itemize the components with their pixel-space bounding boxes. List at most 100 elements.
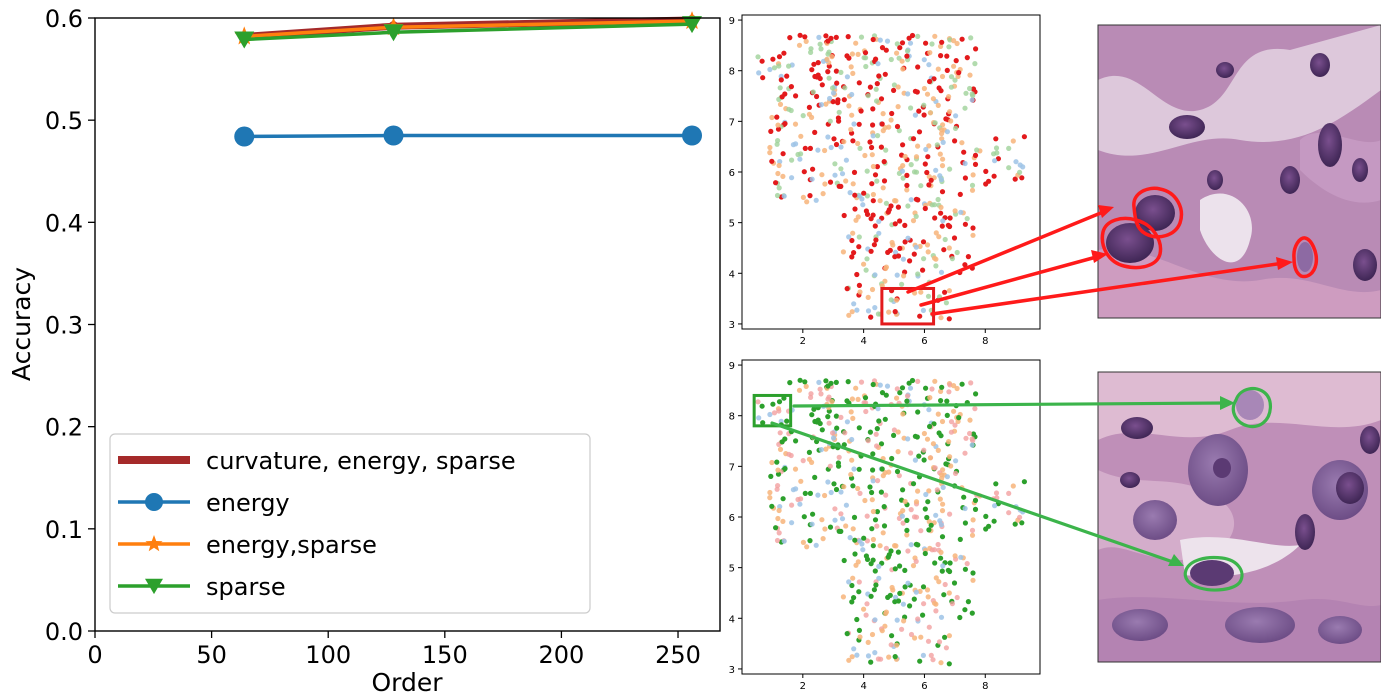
scatter-point: [836, 454, 842, 460]
scatter-point: [940, 218, 946, 224]
scatter-point: [938, 522, 945, 528]
scatter-point: [889, 110, 895, 117]
scatter-point: [1017, 162, 1023, 168]
scatter-point: [848, 126, 854, 133]
scatter-point: [838, 166, 844, 172]
scatter-point: [849, 51, 856, 57]
scatter-point: [864, 538, 871, 544]
scatter-point: [942, 236, 948, 243]
scatter-point: [894, 468, 901, 475]
scatter-point: [970, 438, 976, 444]
scatter-point: [874, 81, 880, 87]
scatter-point: [931, 421, 937, 427]
scatter-point: [926, 527, 932, 533]
red-cell-outline-2: [1100, 216, 1163, 270]
scatter-point: [840, 249, 847, 255]
scatter-point: [954, 40, 960, 47]
scatter-point: [826, 75, 832, 81]
scatter-point: [921, 102, 927, 108]
scatter-point: [910, 481, 917, 487]
scatter-point: [856, 244, 862, 250]
scatter-point: [865, 308, 872, 314]
scatter-point: [807, 490, 814, 496]
scatter-point: [938, 555, 944, 561]
scatter-point: [870, 478, 876, 484]
scatter-point: [768, 128, 774, 134]
scatter-point: [945, 567, 951, 573]
scatter-point: [793, 93, 799, 99]
histology-image-top: [1098, 25, 1381, 318]
y-tick-label: 0.4: [45, 209, 83, 237]
scatter-point: [912, 112, 919, 118]
scatter-point: [938, 614, 945, 620]
scatter-point: [926, 182, 932, 188]
scatter-point: [865, 639, 871, 646]
scatter-point: [877, 198, 883, 204]
scatter-point: [886, 654, 892, 660]
scatter-point: [852, 537, 858, 543]
x-tick-label: 2: [800, 681, 806, 692]
scatter-point: [899, 168, 906, 174]
scatter-bottom-points: [755, 377, 1027, 667]
scatter-point: [851, 646, 857, 652]
scatter-point: [900, 411, 906, 417]
y-tick-label: 0.1: [45, 516, 83, 544]
scatter-point: [917, 313, 923, 319]
scatter-point: [858, 379, 865, 385]
scatter-point: [954, 249, 960, 256]
scatter-point: [881, 178, 888, 184]
x-tick-label: 150: [422, 641, 468, 669]
scatter-point: [833, 379, 839, 385]
scatter-point: [868, 216, 874, 222]
scatter-point: [964, 55, 970, 61]
scatter-point: [868, 561, 874, 567]
scatter-point: [767, 66, 773, 73]
data-point: [145, 578, 163, 595]
scatter-point: [807, 538, 813, 544]
scatter-point: [815, 147, 821, 153]
scatter-point: [939, 130, 945, 137]
scatter-top-axes: 2 4 6 8 3 4 5 6 7 8 9: [729, 16, 989, 347]
scatter-point: [784, 418, 790, 424]
scatter-point: [969, 187, 976, 193]
scatter-point: [992, 503, 998, 509]
scatter-point: [915, 378, 921, 384]
scatter-point: [808, 46, 814, 52]
scatter-point: [983, 168, 989, 174]
x-tick-label: 0: [87, 641, 102, 669]
scatter-point: [993, 481, 999, 487]
scatter-point: [788, 107, 794, 114]
scatter-point: [850, 415, 856, 421]
scatter-point: [817, 386, 823, 392]
scatter-point: [1021, 134, 1027, 140]
scatter-point: [838, 69, 844, 75]
scatter-top-highlight: [880, 286, 936, 326]
scatter-point: [849, 396, 856, 402]
scatter-point: [767, 411, 773, 418]
scatter-point: [851, 250, 857, 256]
scatter-point: [795, 151, 801, 158]
scatter-point: [923, 146, 929, 153]
scatter-point: [843, 523, 849, 529]
scatter-point: [958, 209, 964, 215]
scatter-point: [891, 432, 897, 438]
scatter-point: [922, 161, 928, 167]
scatter-point: [946, 316, 952, 322]
scatter-point: [920, 239, 927, 245]
scatter-plot-bottom: 2 4 6 8 3 4 5 6 7 8 9: [729, 359, 1041, 692]
scatter-point: [804, 544, 810, 550]
scatter-point: [829, 399, 835, 405]
scatter-point: [760, 420, 766, 426]
scatter-point: [915, 271, 921, 277]
scatter-point: [913, 499, 920, 505]
scatter-point: [944, 398, 950, 404]
scatter-point: [871, 587, 878, 593]
scatter-point: [925, 154, 931, 160]
scatter-point: [952, 125, 959, 131]
scatter-point: [972, 406, 978, 412]
scatter-point: [875, 133, 881, 139]
scatter-point: [850, 70, 856, 76]
scatter-point: [992, 158, 998, 164]
scatter-point: [951, 408, 957, 414]
data-point: [234, 31, 255, 49]
